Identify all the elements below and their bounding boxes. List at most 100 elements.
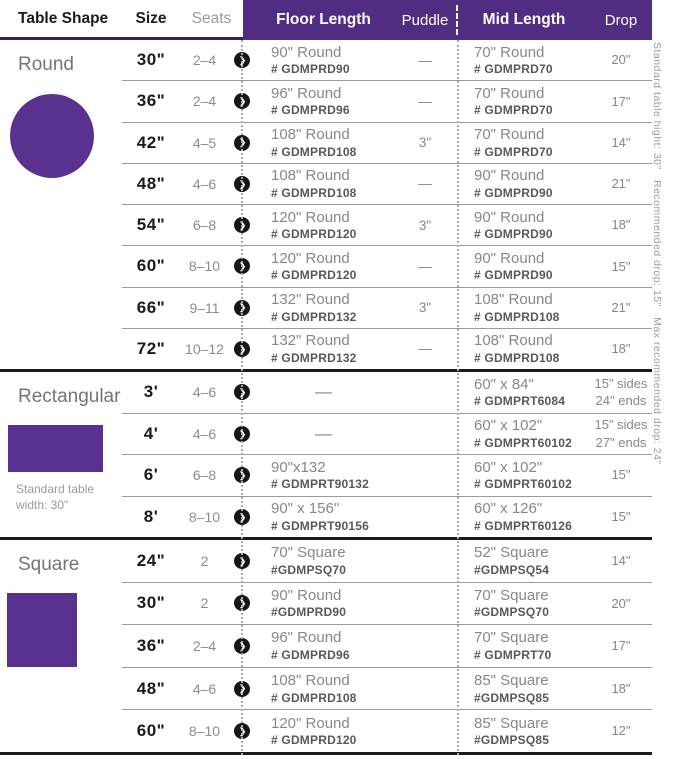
seats-value: 4–6 xyxy=(192,425,217,442)
size-value: 60" xyxy=(136,256,166,276)
header-seats: Seats xyxy=(191,9,232,27)
mid-length-code: # GDMPRD108 xyxy=(474,350,560,365)
floor-length-code: # GDMPRD132 xyxy=(271,350,357,365)
floor-length-value: 90" Round xyxy=(271,586,342,604)
mid-length-value: 60" x 102" xyxy=(474,458,543,476)
header-drop: Drop xyxy=(604,11,638,29)
table-row: 60" 8–10 ❯ 120" Round # GDMPRD120 85" Sq… xyxy=(122,710,652,752)
size-value: 54" xyxy=(136,215,166,235)
mid-length-cell: 70" Square #GDMPSQ70 xyxy=(458,586,590,621)
mid-length-cell: 108" Round # GDMPRD108 xyxy=(458,331,590,366)
floor-length-cell: 108" Round # GDMPRD108 xyxy=(255,166,392,201)
table-row: 3' 4–6 ❯ — 60" x 84" # GDMPRT6084 15" si… xyxy=(122,372,652,414)
floor-length-code: # GDMPRD96 xyxy=(271,647,350,662)
mid-length-code: #GDMPSQ70 xyxy=(474,605,550,620)
floor-length-cell: 90" Round #GDMPRD90 xyxy=(255,586,392,621)
table-row: 42" 4–5 ❯ 108" Round # GDMPRD108 3" 70" … xyxy=(122,123,652,164)
mid-length-cell: 60" x 84" # GDMPRT6084 xyxy=(458,375,590,410)
size-value: 6' xyxy=(143,465,159,485)
mid-length-code: #GDMPSQ85 xyxy=(474,733,550,748)
table-row: 36" 2–4 ❯ 96" Round # GDMPRD96 — 70" Rou… xyxy=(122,81,652,123)
floor-length-value: — xyxy=(315,382,332,402)
drop-value: 14" xyxy=(611,134,631,150)
mid-length-value: 70" Round xyxy=(474,84,545,102)
shape-label: Round xyxy=(18,54,74,75)
floor-length-cell: 96" Round # GDMPRD96 xyxy=(255,84,392,119)
mid-length-value: 108" Round xyxy=(474,332,553,350)
puddle-value: — xyxy=(418,93,432,109)
table-row: 30" 2 ❯ 90" Round #GDMPRD90 70" Square #… xyxy=(122,583,652,626)
puddle-value: 3" xyxy=(418,217,432,233)
floor-length-value: 132" Round xyxy=(271,332,350,350)
table-row: 24" 2 ❯ 70" Square #GDMPSQ70 52" Square … xyxy=(122,540,652,583)
floor-length-code: #GDMPSQ70 xyxy=(271,562,347,577)
table-section: Round 30" 2–4 ❯ 90" Round # GDMPRD90 — 7… xyxy=(0,40,652,372)
header-purple-band: Floor Length Puddle Mid Length Drop xyxy=(243,0,652,40)
header-size: Size xyxy=(135,9,167,27)
table-row: 48" 4–6 ❯ 108" Round # GDMPRD108 — 90" R… xyxy=(122,164,652,205)
table-row: 4' 4–6 ❯ — 60" x 102" # GDMPRT60102 15" … xyxy=(122,414,652,455)
mid-length-code: # GDMPRD90 xyxy=(474,227,553,242)
mid-length-value: 90" Round xyxy=(474,208,545,226)
table-row: 36" 2–4 ❯ 96" Round # GDMPRD96 70" Squar… xyxy=(122,625,652,668)
floor-length-value: 90" Round xyxy=(271,43,342,61)
drop-value: 20" xyxy=(611,595,631,611)
puddle-value: 3" xyxy=(418,135,432,151)
floor-length-value: 108" Round xyxy=(271,126,350,144)
floor-length-cell: — xyxy=(255,423,392,445)
mid-length-cell: 108" Round # GDMPRD108 xyxy=(458,290,590,325)
mid-length-value: 60" x 126" xyxy=(474,500,543,518)
seats-value: 10–12 xyxy=(185,340,224,357)
floor-length-code: # GDMPRD120 xyxy=(271,227,357,242)
size-value: 30" xyxy=(136,593,166,613)
mid-length-value: 70" Round xyxy=(474,126,545,144)
drop-value: 15" sides 24" ends xyxy=(594,375,648,409)
size-value: 48" xyxy=(136,173,166,193)
floor-length-value: 96" Round xyxy=(271,629,342,647)
mid-length-cell: 70" Round # GDMPRD70 xyxy=(458,43,590,78)
dotted-guide-mid xyxy=(457,40,459,755)
size-value: 48" xyxy=(136,678,166,698)
dotted-guide-left xyxy=(241,40,243,755)
drop-value: 14" xyxy=(611,553,631,569)
seats-value: 4–6 xyxy=(192,384,217,401)
mid-length-code: #GDMPSQ85 xyxy=(474,690,550,705)
floor-length-code: # GDMPRD108 xyxy=(271,690,357,705)
size-value: 30" xyxy=(136,50,166,70)
mid-length-value: 70" Square xyxy=(474,629,549,647)
mid-length-value: 90" Round xyxy=(474,167,545,185)
header-spacer xyxy=(652,0,679,40)
drop-value: 20" xyxy=(611,52,631,68)
header-mid-length: Mid Length xyxy=(482,11,566,28)
mid-length-cell: 90" Round # GDMPRD90 xyxy=(458,166,590,201)
mid-length-code: # GDMPRT70 xyxy=(474,647,552,662)
floor-length-code: # GDMPRT90156 xyxy=(271,518,369,533)
size-value: 4' xyxy=(143,423,159,443)
seats-value: 4–6 xyxy=(192,175,217,192)
rect-shape-icon xyxy=(8,425,103,472)
floor-length-value: 120" Round xyxy=(271,714,350,732)
floor-length-value: 90"x132 xyxy=(271,458,326,476)
seats-value: 4–6 xyxy=(192,680,217,697)
seats-value: 2–4 xyxy=(192,637,217,654)
mid-length-cell: 90" Round # GDMPRD90 xyxy=(458,249,590,284)
mid-length-value: 90" Round xyxy=(474,249,545,267)
mid-length-code: # GDMPRD70 xyxy=(474,144,553,159)
mid-length-value: 70" Square xyxy=(474,586,549,604)
floor-length-code: # GDMPRD120 xyxy=(271,733,357,748)
header-puddle: Puddle xyxy=(401,11,449,29)
drop-value: 17" xyxy=(611,93,631,109)
side-note: Standard table hight: 30" Recommended dr… xyxy=(651,42,663,465)
header-left: Table Shape Size Seats xyxy=(0,0,243,40)
section-rows: 24" 2 ❯ 70" Square #GDMPSQ70 52" Square … xyxy=(122,540,652,752)
drop-value: 15" xyxy=(611,258,631,274)
mid-length-value: 108" Round xyxy=(474,291,553,309)
table-row: 6' 6–8 ❯ 90"x132 # GDMPRT90132 60" x 102… xyxy=(122,455,652,497)
floor-length-code: # GDMPRD120 xyxy=(271,268,357,283)
shape-cell: Square xyxy=(0,540,122,752)
floor-length-value: — xyxy=(315,423,332,443)
size-value: 72" xyxy=(136,338,166,358)
seats-value: 2 xyxy=(200,552,209,569)
mid-length-cell: 85" Square #GDMPSQ85 xyxy=(458,671,590,706)
mid-length-cell: 52" Square #GDMPSQ54 xyxy=(458,543,590,578)
